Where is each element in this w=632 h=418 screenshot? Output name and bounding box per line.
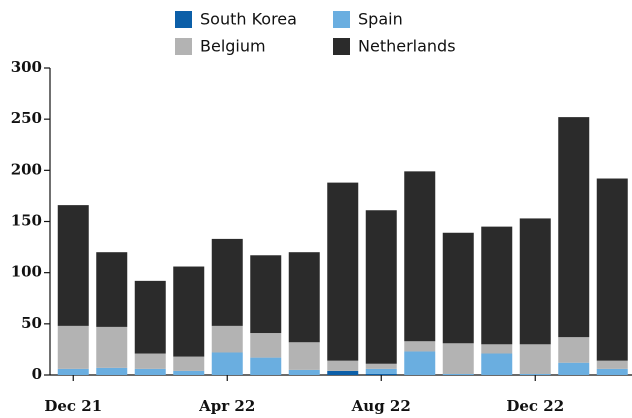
bar-segment [134, 280, 166, 354]
y-tick-label: 250 [11, 109, 42, 127]
bar-segment [327, 370, 359, 375]
legend-swatch [175, 11, 192, 28]
bar-segment [250, 255, 282, 334]
legend-label: Spain [358, 10, 403, 29]
bar-segment [481, 226, 513, 345]
bar-segment [442, 373, 474, 375]
bar-segment [404, 171, 436, 342]
y-tick-label: 150 [11, 212, 42, 230]
bar-segment [211, 325, 243, 353]
bar-segment [365, 363, 397, 369]
bar-segment [57, 325, 89, 369]
bar-segment [96, 326, 128, 368]
legend-swatch [333, 38, 350, 55]
bar-segment [96, 367, 128, 375]
legend-swatch [333, 11, 350, 28]
bar-segment [134, 353, 166, 369]
legend-label: Belgium [200, 37, 266, 56]
bar-segment [327, 182, 359, 361]
bar-segment [596, 368, 628, 375]
bar-segment [327, 360, 359, 371]
bar-segment [211, 352, 243, 375]
bar-segment [57, 368, 89, 375]
bar-segment [558, 337, 590, 363]
bar-segment [519, 373, 551, 375]
bar-segment [481, 344, 513, 354]
bar-segment [596, 360, 628, 369]
bar-segment [173, 370, 205, 375]
y-tick-label: 300 [11, 58, 42, 76]
legend-swatch [175, 38, 192, 55]
y-tick-label: 50 [21, 314, 42, 332]
x-tick-label: Apr 22 [198, 397, 255, 415]
x-tick-label: Aug 22 [351, 397, 411, 415]
bar-segment [365, 210, 397, 364]
bar-segment [519, 218, 551, 345]
bar-segment [57, 205, 89, 326]
bar-segment [596, 178, 628, 361]
bar-segment [288, 369, 320, 375]
bar-segment [481, 353, 513, 375]
bar-segment [288, 252, 320, 343]
bar-segment [211, 238, 243, 326]
x-tick-label: Dec 22 [506, 397, 564, 415]
bar-segment [442, 232, 474, 344]
bar-segment [173, 266, 205, 357]
bar-segment [250, 357, 282, 375]
bar-segment [288, 342, 320, 370]
bar-segment [404, 341, 436, 352]
x-tick-label: Dec 21 [44, 397, 102, 415]
bar-segment [404, 351, 436, 375]
bar-segment [173, 356, 205, 371]
bar-segment [365, 373, 397, 375]
bar-segment [442, 343, 474, 374]
bar-segment [558, 362, 590, 375]
bar-segment [250, 333, 282, 358]
bar-segment [96, 252, 128, 327]
y-tick-label: 0 [32, 365, 42, 383]
bar-segment [558, 117, 590, 338]
legend-label: Netherlands [358, 37, 456, 56]
y-tick-label: 100 [11, 263, 42, 281]
legend-label: South Korea [200, 10, 297, 29]
bar-segment [365, 368, 397, 374]
bar-segment [134, 368, 166, 375]
y-tick-label: 200 [11, 160, 42, 178]
bar-segment [519, 344, 551, 374]
